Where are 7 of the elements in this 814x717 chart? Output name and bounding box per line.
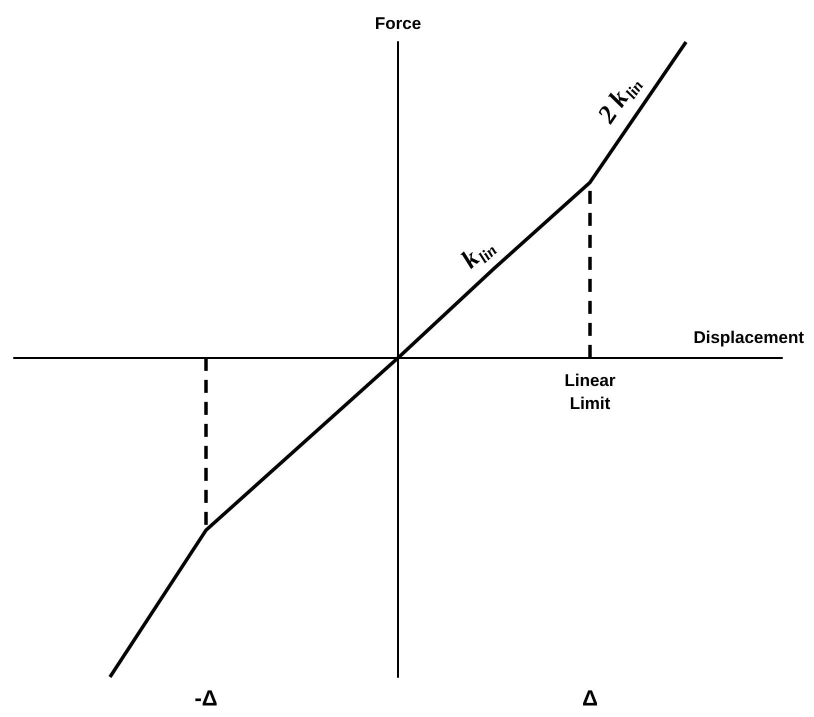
x-tick-label: -Δ (194, 686, 218, 710)
annotation: 2 klin (591, 78, 648, 129)
x-tick-label: Δ (582, 686, 598, 710)
annotation: klin (455, 242, 501, 274)
y-axis-title: Force (374, 14, 422, 33)
annotation: Linear Limit (564, 370, 616, 413)
x-axis-title: Displacement (693, 328, 804, 347)
